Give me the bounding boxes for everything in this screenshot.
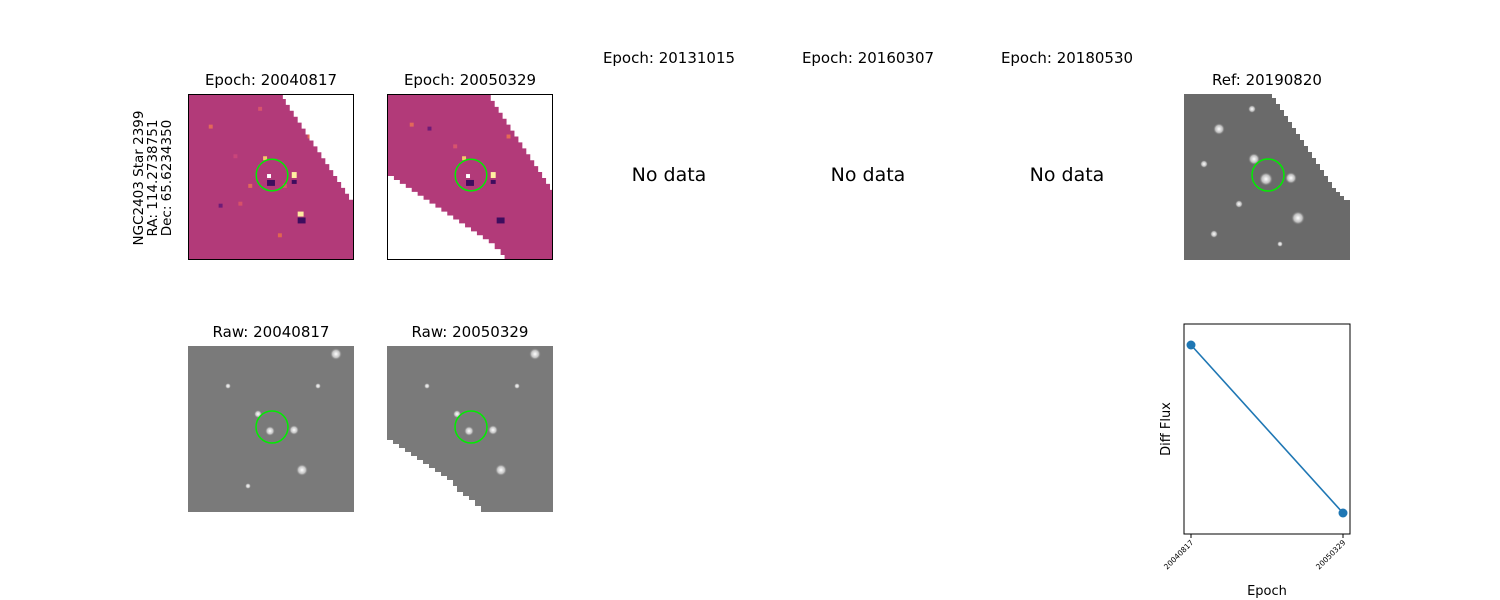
ref-image (1184, 94, 1350, 260)
empty-panel-title-3: Epoch: 20180530 (1000, 49, 1134, 67)
light-curve-chart: 20040817 20050329 Diff Flux Epoch (1159, 323, 1351, 599)
raw-panel-title-1: Raw: 20040817 (212, 323, 330, 341)
star-ra: RA: 114.2738751 (145, 119, 161, 237)
no-data-message-1: No data (631, 164, 707, 186)
star-label: NGC2403 Star 2399 RA: 114.2738751 Dec: 6… (131, 98, 175, 258)
diff-panel-title-1: Epoch: 20040817 (204, 71, 338, 89)
diff-image-1 (188, 94, 354, 260)
x-axis-label: Epoch (1247, 584, 1287, 599)
diff-image-2 (387, 94, 553, 260)
raw-image-1 (188, 346, 354, 512)
ref-panel-title: Ref: 20190820 (1212, 71, 1322, 89)
star-dec: Dec: 65.6234350 (159, 119, 175, 237)
raw-panel-title-2: Raw: 20050329 (411, 323, 529, 341)
y-axis-label: Diff Flux (1159, 402, 1174, 456)
star-name: NGC2403 Star 2399 (131, 110, 147, 246)
x-tick-label: 20050329 (1314, 538, 1348, 572)
no-data-message-2: No data (830, 164, 906, 186)
diff-panel-title-2: Epoch: 20050329 (403, 71, 537, 89)
no-data-message-3: No data (1029, 164, 1105, 186)
empty-panel-title-2: Epoch: 20160307 (801, 49, 935, 67)
x-tick-label: 20040817 (1162, 538, 1196, 572)
plot-frame (1183, 323, 1351, 535)
data-point (1338, 508, 1348, 518)
data-point (1186, 340, 1196, 350)
empty-panel-title-1: Epoch: 20131015 (602, 49, 736, 67)
raw-image-2 (387, 346, 553, 512)
series-line (1190, 344, 1344, 514)
